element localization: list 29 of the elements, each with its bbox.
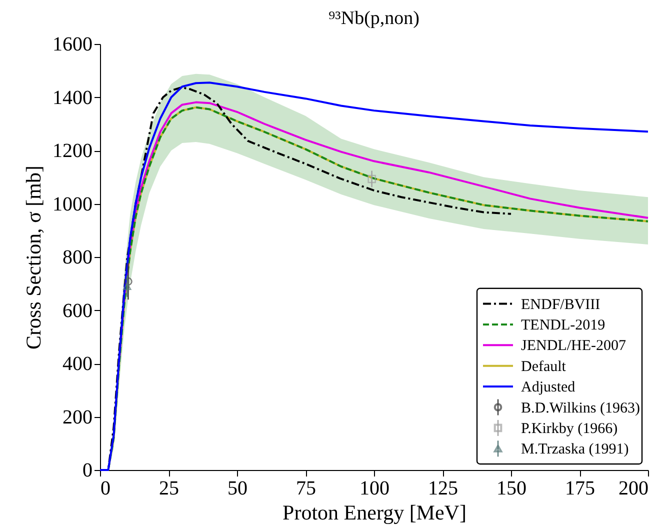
y-tick-label: 1600	[52, 34, 92, 56]
x-tick-label: 75	[296, 478, 316, 500]
x-tick-label: 125	[428, 478, 458, 500]
x-tick-label: 200	[618, 478, 648, 500]
legend-label: Default	[521, 358, 567, 375]
y-tick-label: 400	[62, 353, 92, 375]
legend-label: JENDL/HE-2007	[521, 338, 626, 354]
x-tick-label: 50	[228, 478, 248, 500]
x-tick-label: 175	[565, 478, 595, 500]
x-tick-label: 100	[360, 478, 390, 500]
chart-title: ⁹³Nb(p,non)	[328, 8, 420, 29]
x-tick-label: 25	[159, 478, 179, 500]
legend-label: B.D.Wilkins (1963)	[521, 400, 640, 416]
y-tick-label: 800	[62, 246, 92, 268]
y-tick-label: 600	[62, 300, 92, 322]
x-tick-label: 0	[100, 478, 110, 500]
y-tick-label: 0	[82, 460, 92, 482]
legend-label: Adjusted	[521, 380, 576, 396]
y-tick-label: 1200	[52, 140, 92, 162]
y-tick-label: 1400	[52, 86, 92, 109]
legend-label: ENDF/BVIII	[521, 296, 600, 313]
x-axis-title: Proton Energy [MeV]	[282, 500, 466, 524]
legend-label: M.Trzaska (1991)	[521, 442, 629, 458]
y-tick-label: 1000	[52, 193, 92, 216]
legend-label: P.Kirkby (1966)	[521, 420, 618, 437]
y-tick-label: 200	[62, 406, 92, 428]
x-tick-label: 150	[496, 478, 526, 500]
y-axis-title: Cross Section, σ [mb]	[22, 166, 46, 350]
legend-label: TENDL-2019	[521, 317, 606, 334]
